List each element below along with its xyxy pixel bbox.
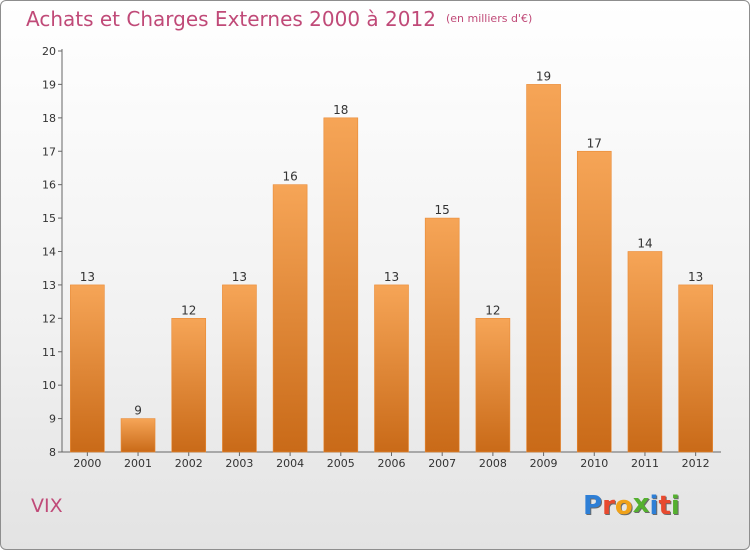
logo-letter: i <box>670 491 680 521</box>
y-tick-label: 17 <box>42 145 56 158</box>
chart-title: Achats et Charges Externes 2000 à 2012 (e… <box>26 7 532 31</box>
y-tick-label: 9 <box>49 413 56 426</box>
y-tick-label: 15 <box>42 212 56 225</box>
commune-name: VIX <box>31 495 63 517</box>
y-tick-label: 16 <box>42 179 56 192</box>
data-label: 16 <box>282 170 297 184</box>
data-label: 14 <box>637 237 652 251</box>
data-label: 19 <box>536 69 551 83</box>
x-tick-label: 2001 <box>124 457 152 470</box>
y-tick-label: 10 <box>42 379 56 392</box>
chart-bars <box>70 84 713 453</box>
x-tick-label: 2007 <box>428 457 456 470</box>
bar <box>576 150 612 453</box>
logo-letter: t <box>658 491 671 521</box>
logo-letter: i <box>649 491 659 521</box>
chart-subtitle: (en milliers d'€) <box>445 12 533 25</box>
x-tick-label: 2009 <box>530 457 558 470</box>
data-label: 12 <box>485 303 500 317</box>
y-tick-label: 8 <box>49 446 56 459</box>
x-tick-label: 2006 <box>378 457 406 470</box>
x-tick-label: 2005 <box>327 457 355 470</box>
x-tick-label: 2002 <box>175 457 203 470</box>
logo-letter: P <box>583 491 603 521</box>
chart-title-text: Achats et Charges Externes 2000 à 2012 <box>26 7 436 31</box>
y-tick-label: 19 <box>42 78 56 91</box>
y-tick-label: 13 <box>42 279 56 292</box>
x-tick-label: 2008 <box>479 457 507 470</box>
y-tick-label: 20 <box>42 45 56 58</box>
bar <box>120 418 156 453</box>
x-tick-label: 2011 <box>631 457 659 470</box>
data-label: 15 <box>435 203 450 217</box>
data-label: 13 <box>232 270 247 284</box>
bar <box>475 318 511 453</box>
chart-axes: 8 9 10 11 12 13 14 15 16 17 18 19 20 2000 2001 2002 2003… <box>42 45 721 470</box>
x-tick-label: 2003 <box>225 457 253 470</box>
data-label: 13 <box>384 270 399 284</box>
x-tick-label: 2010 <box>580 457 608 470</box>
bar <box>424 217 460 453</box>
y-tick-label: 18 <box>42 112 56 125</box>
x-tick-label: 2000 <box>73 457 101 470</box>
bar <box>323 117 359 453</box>
x-tick-label: 2004 <box>276 457 304 470</box>
y-tick-label: 12 <box>42 312 56 325</box>
data-label: 18 <box>333 103 348 117</box>
logo-letter: o <box>614 491 633 521</box>
x-tick-label: 2012 <box>682 457 710 470</box>
y-tick-label: 14 <box>42 246 56 259</box>
y-tick-label: 11 <box>42 346 56 359</box>
data-label: 13 <box>80 270 95 284</box>
bar <box>272 184 308 453</box>
bar <box>374 284 409 453</box>
bar <box>526 84 561 453</box>
bar <box>70 284 105 453</box>
data-label: 9 <box>134 404 142 418</box>
logo-letter: r <box>602 491 615 521</box>
bar <box>171 318 207 453</box>
data-label: 17 <box>587 136 602 150</box>
logo-letter: x <box>632 489 650 519</box>
data-label: 12 <box>181 303 196 317</box>
bar <box>222 284 257 453</box>
bar <box>678 284 713 453</box>
data-label: 13 <box>688 270 703 284</box>
proxiti-logo: Proxiti <box>583 489 680 521</box>
bar <box>627 251 663 453</box>
chart-data-labels: 13 9 12 13 16 18 13 15 12 19 17 14 13 <box>80 69 704 417</box>
